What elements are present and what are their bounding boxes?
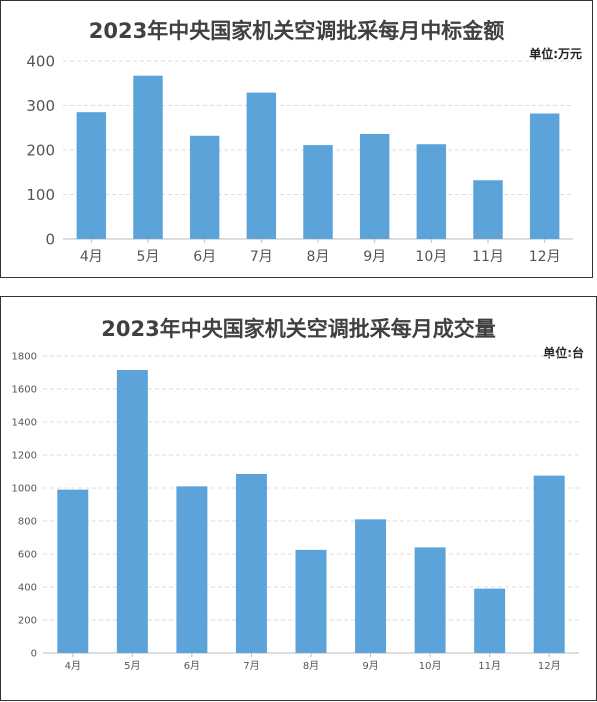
bar-9月: [359, 133, 390, 239]
x-tick-label: 6月: [193, 249, 216, 265]
bar-chart-amount: 0 100 200 300 400 4月 5月 6月 7月 8月 9月 10月 11月 12月: [26, 52, 573, 265]
y-tick-label: 300: [26, 97, 55, 115]
chart-panel-volume: 2023年中央国家机关空调批采每月成交量 单位:台 0 200 400 600 800 1…: [0, 296, 597, 701]
bar-10月: [414, 547, 446, 653]
x-tick-label: 9月: [363, 249, 386, 265]
x-tick-label: 10月: [415, 249, 447, 265]
x-tick-label: 5月: [124, 660, 140, 672]
y-tick-label: 200: [26, 141, 55, 159]
x-tick-label: 9月: [362, 660, 378, 672]
x-tick-label: 10月: [419, 660, 442, 672]
y-tick-label: 0: [45, 230, 55, 248]
y-tick-label: 1600: [12, 385, 37, 396]
bar-chart-volume: 0 200 400 600 800 1000 1200 1400 1600 1800 4月 5月 6月 7…: [12, 352, 579, 672]
bar-10月: [416, 144, 447, 239]
x-tick-label: 5月: [137, 249, 160, 265]
bar-5月: [116, 370, 148, 653]
chart-title: 2023年中央国家机关空调批采每月中标金额: [88, 19, 505, 43]
bar-4月: [57, 489, 89, 653]
bar-4月: [76, 112, 107, 239]
bar-8月: [303, 145, 333, 239]
x-tick-label: 8月: [303, 660, 319, 672]
x-tick-label: 12月: [538, 660, 561, 672]
y-tick-label: 0: [31, 649, 37, 660]
x-tick-label: 7月: [243, 660, 259, 672]
unit-label: 单位:万元: [529, 47, 582, 61]
x-tick-label: 8月: [307, 249, 330, 265]
bar-6月: [176, 486, 208, 653]
y-tick-label: 400: [26, 52, 55, 70]
chart-panel-amount: 2023年中央国家机关空调批采每月中标金额 单位:万元 0 100 200 300 40…: [0, 0, 593, 278]
bar-7月: [235, 473, 267, 653]
x-tick-label: 11月: [472, 249, 504, 265]
y-tick-label: 600: [18, 550, 37, 561]
bar-12月: [533, 475, 565, 653]
y-tick-label: 1000: [12, 484, 37, 495]
bar-12月: [529, 113, 560, 239]
bar-5月: [133, 75, 163, 239]
x-tick-label: 7月: [250, 249, 273, 265]
bar-11月: [474, 588, 506, 653]
y-tick-label: 100: [26, 186, 55, 204]
bar-7月: [246, 92, 277, 239]
y-tick-label: 1200: [12, 451, 37, 462]
y-tick-label: 400: [18, 583, 37, 594]
bar-9月: [355, 519, 387, 653]
bar-11月: [473, 180, 503, 239]
y-tick-label: 1400: [12, 418, 37, 429]
chart-title: 2023年中央国家机关空调批采每月成交量: [101, 317, 496, 341]
x-tick-label: 4月: [80, 249, 103, 265]
x-tick-label: 4月: [65, 660, 81, 672]
x-tick-label: 12月: [529, 249, 561, 265]
y-tick-label: 200: [18, 616, 37, 627]
bar-6月: [189, 135, 220, 239]
x-tick-label: 11月: [478, 660, 501, 672]
unit-label: 单位:台: [543, 346, 584, 360]
y-tick-label: 1800: [12, 352, 37, 363]
y-tick-label: 800: [18, 517, 37, 528]
x-tick-label: 6月: [184, 660, 200, 672]
bar-8月: [295, 549, 327, 653]
